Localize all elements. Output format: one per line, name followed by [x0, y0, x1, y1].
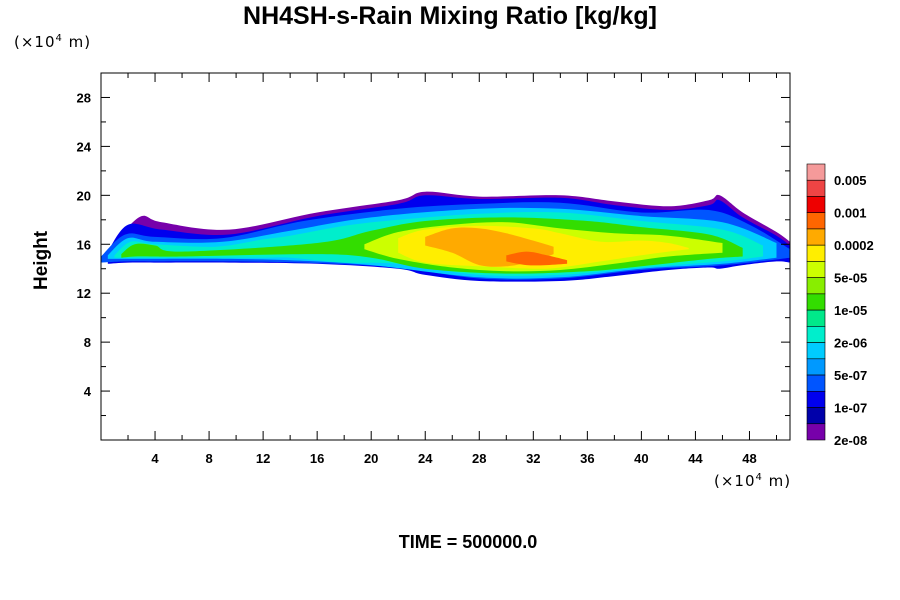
colorbar-swatch	[806, 196, 826, 214]
x-tick-label: 40	[634, 451, 648, 466]
time-footer: TIME = 500000.0	[398, 532, 538, 552]
colorbar-swatch	[806, 293, 826, 311]
chart-title: NH4SH-s-Rain Mixing Ratio [kg/kg]	[243, 2, 657, 30]
x-tick-label: 16	[310, 451, 324, 466]
y-tick-label: 16	[77, 237, 91, 252]
y-tick-label: 4	[84, 384, 92, 399]
colorbar-swatch	[806, 261, 826, 278]
colorbar-label: 0.005	[834, 173, 867, 188]
contour-layer-9	[506, 251, 568, 266]
colorbar-swatch	[806, 358, 826, 376]
colorbar-label: 1e-07	[834, 401, 867, 416]
x-unit-label: (×104 m)	[714, 472, 792, 490]
contour-layers	[101, 191, 790, 282]
x-tick-label: 8	[205, 451, 212, 466]
y-tick-label: 28	[77, 90, 91, 105]
colorbar-swatch	[806, 390, 826, 408]
colorbar-label: 5e-07	[834, 368, 867, 383]
x-tick-label: 36	[580, 451, 594, 466]
colorbar-swatch	[806, 179, 826, 197]
x-tick-label: 28	[472, 451, 486, 466]
colorbar-swatch	[806, 244, 826, 262]
colorbar-label: 0.0002	[834, 238, 874, 253]
x-tick-label: 44	[688, 451, 703, 466]
colorbar-swatch	[806, 163, 826, 181]
colorbar-swatch	[806, 277, 826, 295]
colorbar-swatch	[806, 374, 826, 392]
colorbar-label: 0.001	[834, 206, 867, 221]
x-tick-label: 20	[364, 451, 378, 466]
colorbar-swatch	[806, 326, 826, 343]
y-tick-label: 8	[84, 335, 91, 350]
colorbar-swatch	[806, 423, 826, 441]
colorbar-swatch	[806, 228, 826, 246]
y-tick-label: 12	[77, 286, 91, 301]
y-tick-label: 20	[77, 188, 91, 203]
colorbar-swatch	[806, 407, 826, 425]
x-tick-label: 48	[742, 451, 756, 466]
x-tick-label: 4	[151, 451, 159, 466]
x-tick-label: 32	[526, 451, 540, 466]
y-unit-label: (×104 m)	[14, 33, 92, 51]
x-tick-label: 12	[256, 451, 270, 466]
plot-frame	[100, 72, 791, 441]
colorbar-label: 1e-05	[834, 303, 867, 318]
y-tick-label: 24	[77, 139, 92, 154]
colorbar-swatch	[806, 309, 826, 327]
x-tick-label: 24	[418, 451, 433, 466]
colorbar-label: 2e-06	[834, 336, 867, 351]
colorbar-swatch	[806, 212, 826, 230]
colorbar-swatch	[806, 342, 826, 360]
colorbar-label: 2e-08	[834, 433, 867, 448]
colorbar-label: 5e-05	[834, 271, 867, 286]
